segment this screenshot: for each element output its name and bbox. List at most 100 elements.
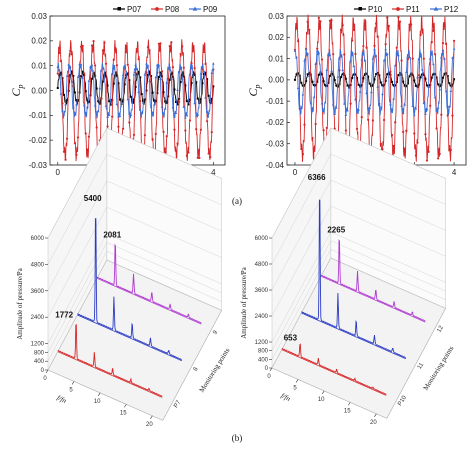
point-P08 (207, 152, 210, 155)
x-tick-label: 20 (370, 420, 377, 426)
point-P08 (83, 72, 86, 75)
point-P10 (324, 84, 327, 87)
point-P11 (443, 24, 446, 28)
point-P09 (135, 67, 139, 70)
point-P12 (420, 68, 424, 71)
point-P11 (320, 58, 324, 61)
point-P11 (309, 74, 312, 77)
point-P11 (330, 19, 333, 22)
plot-frame (286, 15, 467, 166)
grid-line (330, 127, 446, 179)
point-P12 (354, 98, 357, 101)
point-P12 (393, 64, 397, 67)
x-axis-label: f/fn (280, 392, 292, 404)
point-P12 (315, 49, 319, 52)
point-P11 (339, 29, 343, 32)
point-P07 (185, 100, 188, 103)
point-P10 (317, 73, 320, 76)
point-P11 (349, 102, 352, 105)
point-P10 (414, 84, 417, 87)
point-P11 (344, 129, 347, 132)
grid-line (330, 249, 446, 300)
x-tick-label: 20 (146, 422, 153, 428)
point-P07 (101, 80, 104, 83)
point-P10 (381, 84, 384, 87)
point-P07 (193, 73, 196, 76)
point-P12 (425, 107, 429, 111)
point-P09 (148, 79, 151, 82)
point-P08 (128, 121, 131, 124)
point-P09 (89, 65, 92, 68)
point-P07 (75, 99, 78, 102)
legend-marker-P10 (358, 7, 362, 11)
point-P09 (110, 72, 114, 76)
point-P12 (387, 75, 391, 78)
point-P12 (390, 107, 394, 111)
y-tick-label: 0.00 (268, 76, 284, 85)
point-P09 (131, 101, 134, 105)
point-P11 (448, 148, 451, 151)
z-tick-label: 6000 (255, 236, 269, 242)
x-tick-label: 0 (293, 168, 298, 177)
point-P07 (122, 99, 125, 102)
point-P10 (375, 72, 378, 75)
point-P10 (373, 78, 376, 81)
point-P08 (112, 58, 115, 61)
point-P11 (360, 116, 363, 119)
point-P12 (344, 113, 348, 116)
point-P11 (322, 129, 325, 132)
point-P08 (159, 42, 162, 45)
z-tick-label: 6000 (31, 236, 45, 242)
point-P07 (203, 73, 205, 76)
grid-line (47, 251, 107, 362)
point-P08 (165, 135, 168, 138)
point-P08 (81, 44, 84, 47)
point-P08 (125, 51, 128, 54)
point-P10 (314, 84, 317, 87)
point-P09 (201, 64, 204, 67)
point-P10 (397, 74, 400, 77)
point-P11 (306, 20, 309, 23)
point-P12 (333, 112, 337, 116)
point-P12 (303, 59, 306, 62)
point-P11 (395, 46, 398, 49)
peak-label-P12: 2265 (327, 225, 345, 234)
point-P07 (134, 85, 137, 88)
series-line-P11 (294, 14, 455, 162)
point-P09 (160, 105, 164, 108)
point-P08 (87, 135, 90, 138)
point-P12 (403, 103, 407, 106)
point-P10 (303, 83, 306, 86)
point-P11 (394, 121, 397, 124)
point-P10 (340, 76, 343, 79)
baseline-P12 (320, 276, 426, 323)
point-P09 (115, 102, 119, 106)
x-tick-label: 0 (43, 376, 47, 382)
point-P10 (325, 84, 328, 87)
point-P10 (335, 84, 338, 87)
point-P07 (204, 71, 207, 74)
grid-line (330, 240, 446, 292)
point-P10 (311, 80, 314, 83)
point-P09 (134, 63, 137, 67)
legend-marker-P07 (117, 7, 121, 11)
point-P12 (323, 101, 327, 104)
point-P09 (79, 63, 83, 66)
x-tick (124, 404, 127, 408)
point-P10 (408, 75, 411, 78)
point-P07 (190, 81, 193, 84)
point-P09 (145, 62, 148, 65)
point-P12 (357, 108, 360, 111)
point-P09 (171, 105, 175, 109)
point-P11 (445, 42, 448, 45)
point-P11 (411, 57, 414, 60)
point-P11 (435, 127, 438, 130)
point-P12 (349, 58, 352, 62)
point-P11 (451, 114, 454, 117)
grid-line (106, 127, 222, 179)
grid-line (271, 240, 331, 351)
legend-label-P11: P11 (406, 5, 420, 14)
point-P09 (137, 90, 140, 93)
point-P12 (347, 86, 351, 89)
x-tick-label: 15 (120, 410, 127, 416)
